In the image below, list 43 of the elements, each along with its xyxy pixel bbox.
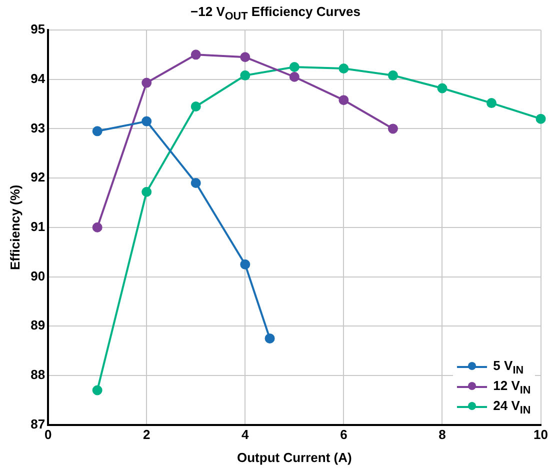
x-tick-label: 8: [438, 427, 446, 442]
legend-label: 24 V$_{IN}$: [493, 398, 531, 416]
point: [536, 114, 546, 124]
x-tick-label: 0: [44, 427, 52, 442]
x-tick-label: 2: [142, 427, 150, 442]
point: [338, 63, 349, 74]
x-tick-label: 4: [242, 427, 250, 442]
y-tick-label: 91: [30, 218, 46, 234]
y-tick-label: 93: [30, 120, 46, 136]
legend-label: 12 V$_{IN}$: [493, 378, 531, 396]
point: [92, 222, 102, 232]
point: [142, 78, 152, 88]
point: [190, 178, 201, 188]
point: [142, 116, 152, 126]
y-tick-label: 90: [30, 268, 46, 284]
point: [338, 95, 349, 106]
point: [190, 50, 201, 60]
point: [142, 186, 152, 197]
point: [92, 385, 102, 396]
chart-title: −12 V$_{OUT}$ Efficiency Curves: [190, 4, 362, 23]
legend-label: 5 V$_{IN}$: [493, 358, 524, 376]
point: [437, 83, 448, 94]
point: [289, 62, 300, 72]
y-tick-label: 92: [30, 170, 46, 185]
y-axis-title: Efficiency (%): [7, 184, 22, 270]
y-tick-label: 94: [30, 70, 46, 86]
y-tick-label: 88: [30, 367, 46, 382]
point: [388, 124, 398, 134]
point: [240, 259, 250, 270]
point: [92, 126, 102, 136]
y-tick-label: 95: [30, 22, 46, 37]
point: [240, 52, 250, 62]
y-tick-label: 89: [30, 318, 46, 333]
y-tick-label: 87: [30, 416, 46, 432]
point: [264, 333, 275, 344]
point: [240, 70, 250, 80]
point: [190, 101, 201, 112]
x-tick-label: 10: [534, 427, 548, 442]
point: [388, 70, 398, 80]
x-tick-label: 6: [340, 427, 348, 442]
x-axis-title: Output Current (A): [237, 450, 352, 465]
point: [289, 72, 300, 82]
point: [486, 98, 496, 108]
